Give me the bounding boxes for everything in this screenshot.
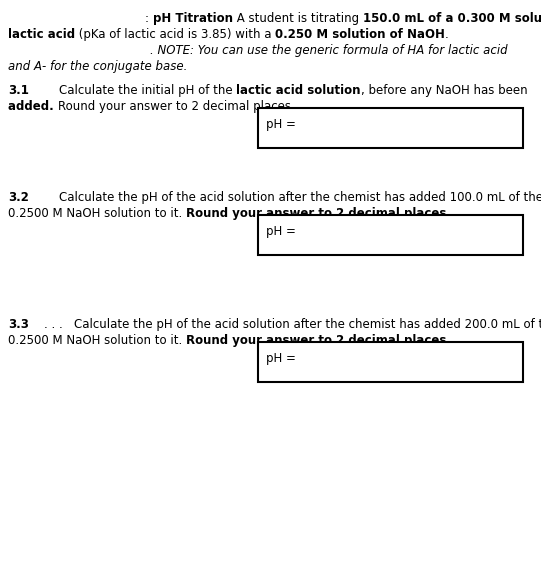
Text: Round your answer to 2 decimal places.: Round your answer to 2 decimal places. [58, 100, 295, 113]
Text: pH Titration: pH Titration [153, 12, 233, 25]
Text: 3.2: 3.2 [8, 191, 29, 204]
Text: 150.0 mL of a 0.300 M solution of: 150.0 mL of a 0.300 M solution of [362, 12, 541, 25]
Text: 0.2500 M NaOH solution to it.: 0.2500 M NaOH solution to it. [8, 207, 186, 220]
Text: Calculate the pH of the acid solution after the chemist has added 100.0 mL of th: Calculate the pH of the acid solution af… [29, 191, 541, 204]
Text: added.: added. [8, 100, 58, 113]
Text: 0.2500 M NaOH solution to it.: 0.2500 M NaOH solution to it. [8, 334, 186, 347]
Text: pH =: pH = [266, 352, 296, 365]
Text: lactic acid solution: lactic acid solution [236, 84, 361, 97]
Text: pH =: pH = [266, 225, 296, 238]
Text: 3.3: 3.3 [8, 318, 29, 331]
Text: pH =: pH = [266, 118, 296, 131]
Text: and A- for the conjugate base.: and A- for the conjugate base. [8, 60, 187, 73]
Text: :: : [145, 12, 153, 25]
Text: lactic acid: lactic acid [8, 28, 75, 41]
Text: A student is titrating: A student is titrating [233, 12, 362, 25]
Bar [258, 215, 523, 255]
Text: Round your answer to 2 decimal places.: Round your answer to 2 decimal places. [186, 334, 451, 347]
Text: , before any NaOH has been: , before any NaOH has been [361, 84, 527, 97]
Text: Calculate the pH of the acid solution after the chemist has added 200.0 mL of th: Calculate the pH of the acid solution af… [74, 318, 541, 331]
Text: 0.250 M solution of NaOH: 0.250 M solution of NaOH [275, 28, 445, 41]
Text: 3.1: 3.1 [8, 84, 29, 97]
Bar [258, 108, 523, 148]
Text: . . .: . . . [29, 318, 74, 331]
Text: .: . [445, 28, 449, 41]
Text: . NOTE: You can use the generic formula of HA for lactic acid: . NOTE: You can use the generic formula … [150, 44, 507, 57]
Text: (pKa of lactic acid is 3.85) with a: (pKa of lactic acid is 3.85) with a [75, 28, 275, 41]
Text: Round your answer to 2 decimal places.: Round your answer to 2 decimal places. [186, 207, 451, 220]
Bar [258, 342, 523, 382]
Text: Calculate the initial pH of the: Calculate the initial pH of the [29, 84, 236, 97]
